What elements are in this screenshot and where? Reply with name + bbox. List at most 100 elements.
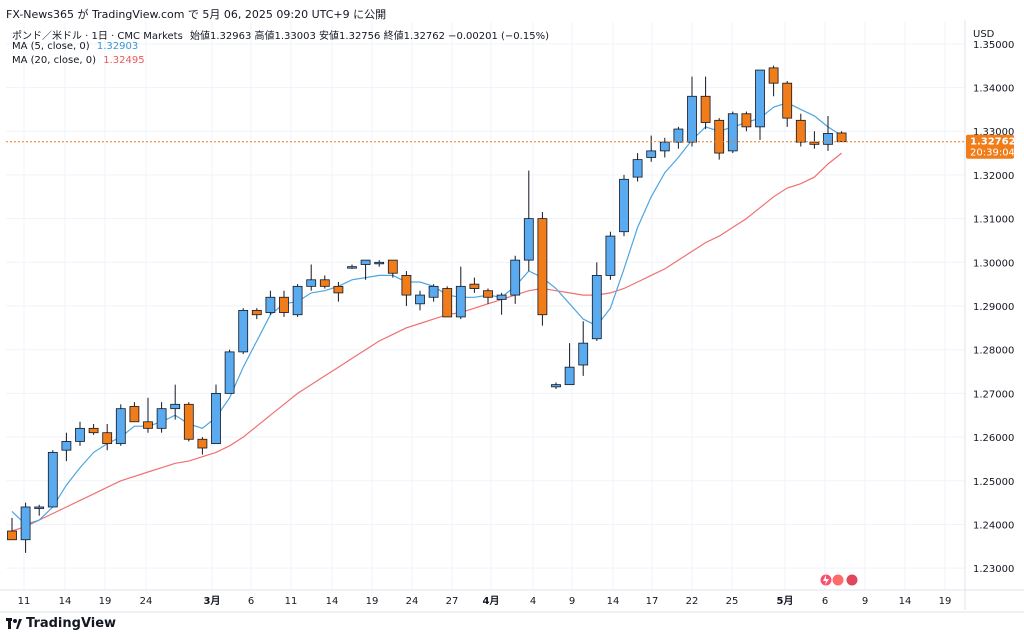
candle [768, 65, 779, 97]
candle-body [632, 159, 643, 178]
candle-body [673, 128, 684, 143]
candle-body [20, 506, 31, 541]
candle-body [265, 296, 276, 313]
candle [319, 275, 330, 289]
uk-flag-event-icon [845, 573, 859, 587]
candle-body [183, 403, 194, 440]
candle [659, 137, 670, 158]
lightning-glyph-icon [823, 575, 829, 585]
x-tick-label: 24 [140, 596, 153, 607]
candle-body [360, 259, 371, 265]
candle-body [809, 141, 820, 145]
candle-body [578, 342, 589, 366]
x-tick-label: 14 [326, 596, 339, 607]
candle [374, 260, 385, 267]
ma5-legend[interactable]: MA (5, close, 0) 1.32903 [12, 41, 138, 52]
candle [415, 290, 425, 311]
candle [387, 259, 398, 278]
candle [102, 423, 113, 451]
candle [836, 131, 847, 143]
candle-body [646, 150, 657, 158]
candle [782, 80, 793, 127]
candle-body [755, 69, 765, 128]
candle-body [156, 408, 167, 429]
x-tick-label: 11 [18, 596, 31, 607]
last-price-label: 1.32762 [970, 137, 1016, 148]
candle-body [238, 309, 249, 353]
candle-body [496, 294, 507, 300]
candle [578, 321, 589, 376]
candle [455, 266, 466, 320]
candle-body [47, 451, 58, 508]
y-tick-label: 1.28000 [973, 346, 1014, 357]
candle [523, 170, 534, 272]
candle [197, 437, 208, 455]
x-tick-label: 24 [406, 596, 419, 607]
candle [564, 343, 575, 386]
candle-body [224, 351, 235, 394]
candle-body [469, 283, 480, 289]
candle [483, 288, 493, 304]
y-tick-label: 1.29000 [973, 302, 1014, 313]
x-tick-label: 6 [822, 596, 828, 607]
candle [265, 290, 276, 315]
x-tick-label: 9 [569, 596, 575, 607]
candle-body [115, 408, 126, 445]
candle [401, 271, 412, 306]
us-flag-event-icon [831, 573, 845, 587]
event-icons [819, 573, 859, 587]
x-tick-label: 4月 [483, 595, 500, 607]
footer-brand[interactable]: TradingView [6, 616, 116, 631]
candle [156, 402, 167, 433]
y-tick-label: 1.30000 [973, 258, 1014, 269]
candle-body [836, 132, 847, 143]
candle-body [401, 275, 412, 296]
candle [496, 292, 507, 315]
footer-brand-label: TradingView [26, 616, 117, 631]
x-tick-label: 19 [366, 596, 379, 607]
grid-lines [6, 22, 965, 590]
ma20-legend[interactable]: MA (20, close, 0) 1.32495 [12, 55, 145, 66]
candle [714, 118, 725, 160]
ma5-line [11, 102, 842, 526]
candle-body [88, 427, 99, 434]
x-tick-label: 14 [899, 596, 912, 607]
candle-body [319, 279, 330, 287]
candle [537, 212, 548, 326]
ma5-label: MA (5, close, 0) [12, 41, 90, 52]
candle-body [523, 218, 534, 261]
candle-body [415, 294, 425, 305]
candle-body [605, 235, 616, 276]
candle [741, 111, 752, 132]
ohlc-values: 始値1.32963 高値1.33003 安値1.32756 終値1.32762 … [189, 31, 549, 42]
candle [20, 502, 31, 553]
symbol-legend: ポンド／米ドル · 1日 · CMC Markets 始値1.32963 高値1… [12, 27, 549, 42]
candle [211, 384, 221, 445]
x-tick-label: 4 [530, 596, 536, 607]
candle [605, 231, 616, 280]
candle [115, 404, 126, 446]
candle-body [551, 384, 561, 388]
symbol-label[interactable]: ポンド／米ドル · 1日 · CMC Markets [12, 31, 183, 42]
y-tick-label: 1.33000 [973, 127, 1014, 138]
candle-body [292, 285, 303, 316]
candle [224, 349, 235, 394]
y-tick-label: 1.26000 [973, 433, 1014, 444]
candle [646, 135, 657, 162]
candle-body [374, 261, 385, 265]
x-tick-label: 17 [646, 596, 659, 607]
x-tick-label: 6 [248, 596, 254, 607]
candle [333, 281, 344, 302]
candle [700, 76, 711, 130]
candle-body [7, 530, 17, 541]
ma20-label: MA (20, close, 0) [12, 55, 97, 66]
candle-body [197, 438, 208, 449]
candle [823, 115, 833, 151]
candle [143, 397, 153, 433]
candle [809, 131, 820, 149]
candle-body [211, 392, 221, 445]
candle [306, 264, 317, 291]
candle [619, 174, 629, 237]
currency-label: USD [973, 29, 995, 40]
